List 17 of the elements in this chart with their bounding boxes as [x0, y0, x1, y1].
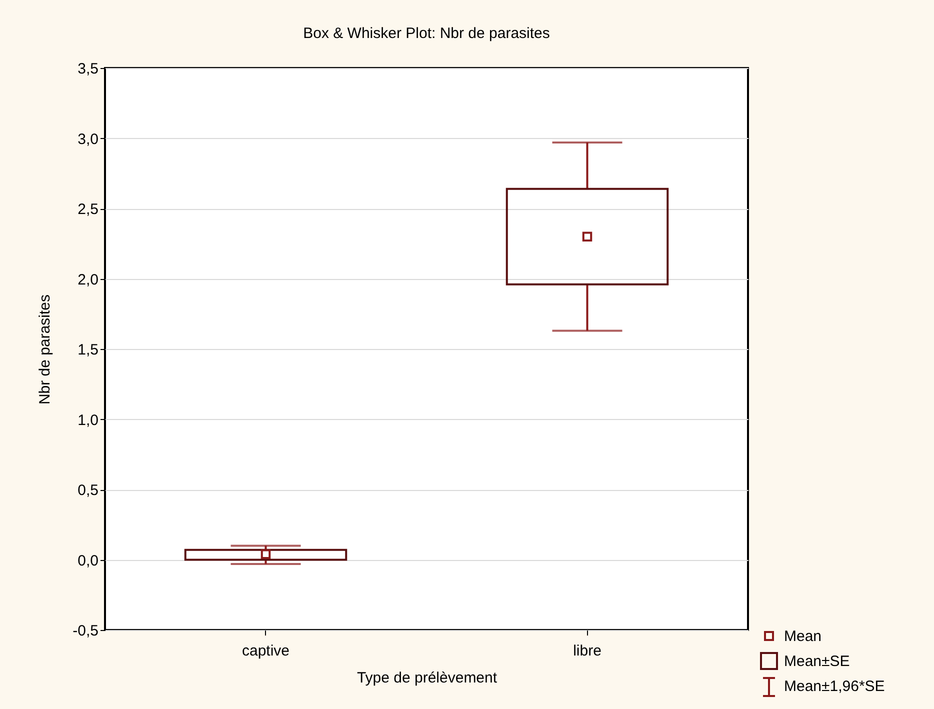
y-tick-label: 0,0 [78, 552, 98, 570]
y-axis-title: Nbr de parasites [36, 294, 54, 405]
y-tick-label: 2,0 [78, 271, 98, 288]
y-tick-label: 2,5 [78, 201, 98, 218]
y-tick-label: 1,0 [78, 412, 98, 429]
x-tick-label: captive [242, 642, 290, 660]
text: Mean [784, 628, 822, 645]
chart-title: Box & Whisker Plot: Nbr de parasites [303, 25, 550, 42]
y-tick-label: 3,0 [78, 130, 98, 148]
y-tick-label: 1,5 [78, 342, 98, 358]
x-axis-title: Type de prélèvement [356, 670, 498, 686]
text: Mean±SE [784, 653, 850, 670]
text: Mean±1,96*SE [784, 678, 885, 695]
x-tick-label: libre [573, 642, 602, 660]
y-tick-label: 0,5 [78, 482, 98, 499]
y-tick-label: 3,5 [78, 60, 98, 78]
y-tick-label: -0,5 [72, 622, 98, 640]
